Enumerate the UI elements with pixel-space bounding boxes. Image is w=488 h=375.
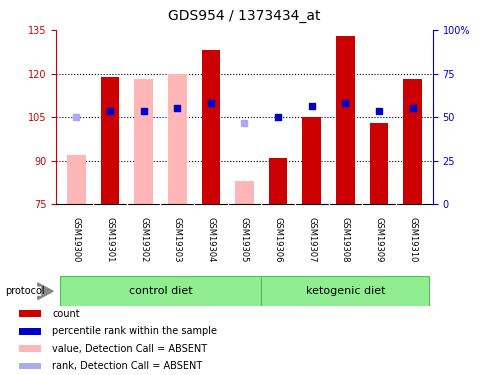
Bar <box>235 181 253 204</box>
Point <box>341 100 348 106</box>
Bar <box>335 36 354 204</box>
Text: GSM19303: GSM19303 <box>172 217 182 263</box>
Text: GSM19302: GSM19302 <box>139 217 148 262</box>
Text: count: count <box>52 309 80 319</box>
Bar <box>369 123 387 204</box>
Bar <box>268 158 287 204</box>
Point <box>173 105 181 111</box>
Point <box>206 100 214 106</box>
Point <box>408 105 416 111</box>
Point <box>307 102 315 109</box>
Text: GSM19309: GSM19309 <box>374 217 383 262</box>
Text: GSM19300: GSM19300 <box>72 217 81 262</box>
Bar <box>168 74 186 204</box>
Text: control diet: control diet <box>128 286 192 296</box>
Text: protocol: protocol <box>5 286 44 296</box>
Text: GSM19301: GSM19301 <box>105 217 114 262</box>
Text: percentile rank within the sample: percentile rank within the sample <box>52 326 217 336</box>
Point <box>106 108 114 114</box>
FancyArrow shape <box>38 283 53 300</box>
Bar <box>101 76 119 204</box>
Bar <box>19 328 41 335</box>
Text: GSM19306: GSM19306 <box>273 217 282 263</box>
Text: ketogenic diet: ketogenic diet <box>305 286 385 296</box>
Bar <box>19 363 41 369</box>
Bar <box>60 276 261 306</box>
Bar <box>201 50 220 204</box>
Point <box>140 108 147 114</box>
Point <box>72 114 80 120</box>
Point <box>274 114 282 120</box>
Bar <box>261 276 428 306</box>
Bar <box>19 345 41 352</box>
Text: value, Detection Call = ABSENT: value, Detection Call = ABSENT <box>52 344 207 354</box>
Text: GSM19310: GSM19310 <box>407 217 416 262</box>
Point <box>240 120 248 126</box>
Text: rank, Detection Call = ABSENT: rank, Detection Call = ABSENT <box>52 361 203 371</box>
Text: GSM19307: GSM19307 <box>306 217 316 263</box>
Bar <box>134 80 153 204</box>
Text: GSM19308: GSM19308 <box>340 217 349 263</box>
Text: GSM19305: GSM19305 <box>240 217 248 262</box>
Bar <box>302 117 320 204</box>
Text: GSM19304: GSM19304 <box>206 217 215 262</box>
Bar <box>403 80 421 204</box>
Text: GDS954 / 1373434_at: GDS954 / 1373434_at <box>168 9 320 23</box>
Bar <box>67 155 85 204</box>
Bar <box>19 310 41 317</box>
Point <box>374 108 382 114</box>
